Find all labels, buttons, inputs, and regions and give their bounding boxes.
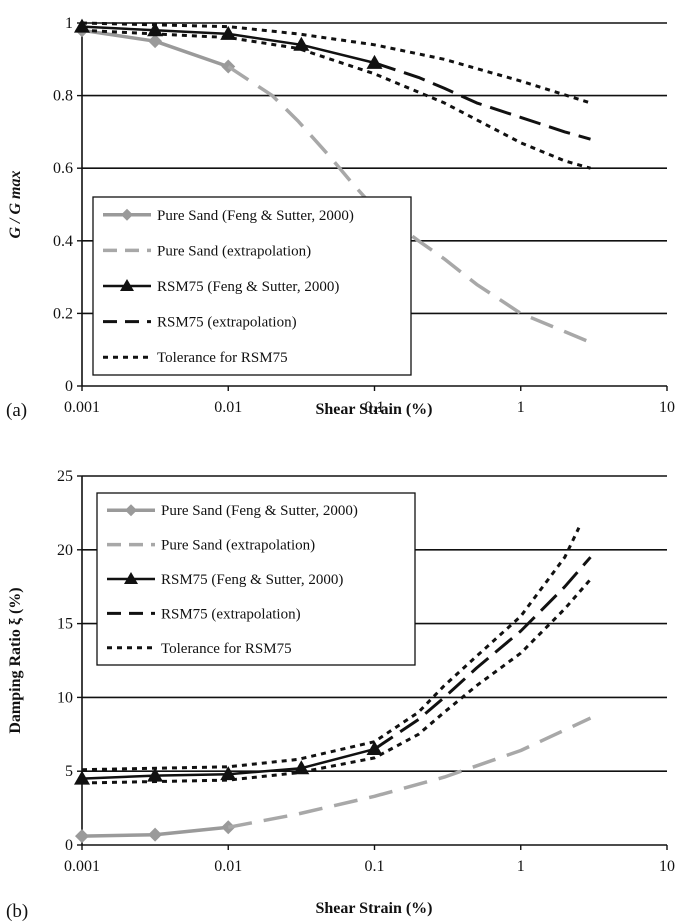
legend-label: Pure Sand (Feng & Sutter, 2000) (157, 208, 354, 224)
x-axis-title: Shear Strain (%) (315, 900, 432, 917)
y-tick-label: 0.8 (53, 88, 73, 105)
y-axis-title: G / G max (7, 171, 24, 239)
series-line-5 (81, 578, 592, 785)
data-point-triangle (74, 770, 90, 785)
legend-label: Tolerance for RSM75 (157, 350, 288, 366)
data-point-diamond (148, 827, 163, 842)
panel-label: (b) (6, 901, 28, 922)
legend-label: Pure Sand (Feng & Sutter, 2000) (161, 503, 358, 519)
legend-marker-diamond (125, 504, 137, 517)
data-point-diamond (221, 820, 236, 835)
legend-label: Pure Sand (extrapolation) (161, 538, 315, 554)
data-point-triangle (293, 36, 310, 51)
y-tick-label: 0 (65, 378, 73, 395)
chart-panel-0: 0 0.2 0.4 0.6 0.8 1 0.001 0.01 0.1 1 10 Shear Strai… (6, 15, 675, 421)
y-tick-label: 10 (57, 689, 73, 706)
y-tick-label: 20 (57, 542, 73, 559)
legend-label: RSM75 (Feng & Sutter, 2000) (157, 279, 339, 295)
x-tick-label: 10 (659, 399, 675, 416)
legend-marker-triangle (124, 572, 138, 584)
legend-label: RSM75 (extrapolation) (157, 315, 297, 331)
x-tick-label: 0.1 (365, 399, 385, 416)
x-tick-label: 1 (517, 399, 525, 416)
series-line-4 (81, 527, 581, 772)
data-point-diamond (75, 829, 89, 844)
legend-marker-diamond (121, 208, 133, 221)
series-line-5 (81, 28, 591, 170)
panel-label: (a) (6, 400, 27, 421)
legend-label: Pure Sand (extrapolation) (157, 243, 311, 259)
data-point-triangle (147, 22, 164, 37)
y-tick-label: 25 (57, 468, 73, 485)
legend-marker-triangle (120, 279, 134, 291)
legend-label: RSM75 (Feng & Sutter, 2000) (161, 572, 343, 588)
y-tick-label: 0 (65, 837, 73, 854)
series-line-4 (81, 21, 591, 105)
x-tick-label: 0.01 (214, 399, 242, 416)
chart-panel-1: 0 5 10 15 20 25 0.001 0.01 0.1 1 10 Shear Strain (%… (6, 468, 675, 922)
data-point-diamond (148, 34, 163, 49)
y-tick-label: 0.6 (53, 160, 73, 177)
legend-label: RSM75 (extrapolation) (161, 606, 301, 622)
y-tick-label: 0.2 (53, 305, 73, 322)
x-tick-label: 0.01 (214, 858, 242, 875)
y-tick-label: 15 (57, 616, 73, 633)
y-axis-title: Damping Ratio ξ (%) (7, 587, 24, 733)
series-line-3 (373, 556, 592, 751)
x-tick-label: 0.1 (365, 858, 385, 875)
y-tick-label: 0.4 (53, 233, 73, 250)
x-tick-label: 0.001 (64, 399, 100, 416)
data-point-triangle (220, 766, 237, 781)
legend: Pure Sand (Feng & Sutter, 2000) Pure Sand… (96, 492, 416, 666)
series-line-1 (227, 716, 592, 830)
y-tick-label: 1 (65, 15, 73, 32)
x-tick-label: 1 (517, 858, 525, 875)
legend: Pure Sand (Feng & Sutter, 2000) Pure Sand… (92, 196, 412, 376)
data-point-triangle (147, 767, 164, 782)
x-tick-label: 0.001 (64, 858, 100, 875)
x-axis-title: Shear Strain (%) (315, 401, 432, 418)
x-tick-label: 10 (659, 858, 675, 875)
legend-label: Tolerance for RSM75 (161, 641, 292, 657)
series-line-3 (374, 61, 591, 141)
y-tick-label: 5 (65, 763, 73, 780)
